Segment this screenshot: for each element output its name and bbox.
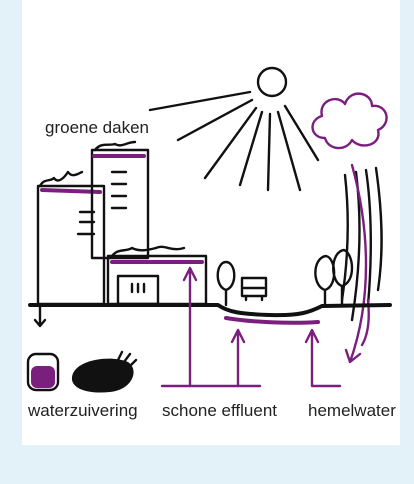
illustration: groene daken waterzuivering schone efflu… — [0, 0, 414, 484]
label: hemelwater — [308, 401, 396, 420]
label: groene daken — [45, 118, 149, 137]
label: waterzuivering — [27, 401, 138, 420]
label: schone effluent — [162, 401, 277, 420]
